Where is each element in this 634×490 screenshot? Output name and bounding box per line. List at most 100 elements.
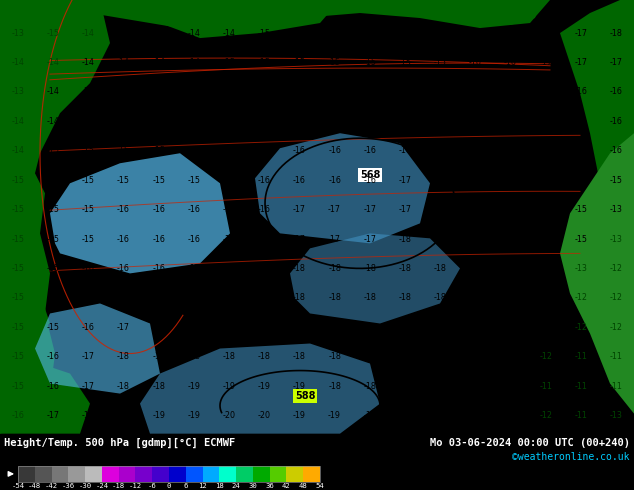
Text: -13: -13	[609, 235, 623, 244]
Text: -14: -14	[152, 28, 165, 38]
Text: -15: -15	[223, 87, 236, 97]
Text: -15: -15	[223, 146, 236, 155]
Text: -16: -16	[328, 146, 341, 155]
Text: 24: 24	[232, 484, 240, 490]
Text: -18: -18	[117, 382, 130, 391]
Text: -15: -15	[11, 176, 25, 185]
Text: -18: -18	[399, 411, 411, 420]
Text: -17: -17	[258, 235, 271, 244]
Bar	[186, 466, 202, 482]
Text: -17: -17	[152, 294, 165, 302]
Text: -18: -18	[469, 264, 482, 273]
Text: -14: -14	[47, 87, 60, 97]
Text: -18: -18	[434, 323, 446, 332]
Text: -16: -16	[574, 87, 587, 97]
Text: -17: -17	[469, 294, 482, 302]
Text: -15: -15	[82, 235, 95, 244]
Text: -19: -19	[293, 382, 306, 391]
Text: -16: -16	[539, 235, 552, 244]
Text: -15: -15	[152, 176, 165, 185]
Text: -16: -16	[293, 176, 306, 185]
Text: -14: -14	[82, 87, 95, 97]
Text: -13: -13	[469, 411, 482, 420]
Text: -54: -54	[11, 484, 25, 490]
Text: -17: -17	[328, 235, 341, 244]
Text: -16: -16	[539, 176, 552, 185]
Text: -16: -16	[399, 117, 411, 126]
Text: -16: -16	[539, 117, 552, 126]
Text: -15: -15	[11, 294, 25, 302]
Text: -17: -17	[293, 205, 306, 214]
Polygon shape	[560, 0, 634, 314]
Text: -12: -12	[609, 264, 623, 273]
Text: -16: -16	[223, 235, 235, 244]
Text: -16: -16	[258, 176, 271, 185]
Text: -12: -12	[609, 294, 623, 302]
Text: -15: -15	[47, 146, 60, 155]
Text: -18: -18	[117, 352, 130, 361]
Text: -12: -12	[504, 352, 517, 361]
Text: -19: -19	[188, 382, 200, 391]
Text: -15: -15	[117, 87, 130, 97]
Text: 588: 588	[295, 391, 315, 401]
Text: -15: -15	[434, 382, 446, 391]
Text: -16: -16	[363, 146, 376, 155]
Text: -15: -15	[117, 176, 130, 185]
Text: -16: -16	[188, 235, 200, 244]
Text: -15: -15	[223, 58, 236, 67]
Text: -19: -19	[398, 323, 411, 332]
Text: -15: -15	[398, 28, 411, 38]
Text: -14: -14	[11, 117, 25, 126]
Text: -15: -15	[539, 264, 552, 273]
Text: -14: -14	[539, 294, 552, 302]
Text: -18: -18	[223, 294, 235, 302]
Text: -17: -17	[504, 176, 517, 185]
Text: -16: -16	[609, 87, 623, 97]
Text: -17: -17	[574, 28, 587, 38]
Text: -13: -13	[11, 87, 25, 97]
Text: -17: -17	[363, 205, 376, 214]
Text: -14: -14	[11, 58, 25, 67]
Text: -17: -17	[47, 411, 60, 420]
Text: -12: -12	[539, 411, 552, 420]
Text: -18: -18	[504, 235, 517, 244]
Text: -17: -17	[504, 117, 517, 126]
Text: -15: -15	[11, 382, 25, 391]
Text: -15: -15	[11, 323, 25, 332]
Text: -16: -16	[539, 146, 552, 155]
Bar	[269, 466, 287, 482]
Text: -16: -16	[399, 146, 411, 155]
Text: -14: -14	[47, 58, 60, 67]
Text: -15: -15	[434, 352, 446, 361]
Polygon shape	[0, 364, 90, 434]
Text: -14: -14	[11, 146, 25, 155]
Text: -18: -18	[258, 264, 271, 273]
Text: -11: -11	[609, 382, 623, 391]
Text: -16: -16	[434, 87, 446, 97]
Text: -15: -15	[188, 117, 200, 126]
Text: -16: -16	[504, 323, 517, 332]
Text: -15: -15	[82, 117, 95, 126]
Text: -18: -18	[328, 294, 341, 302]
Text: -15: -15	[328, 58, 341, 67]
Bar	[303, 466, 320, 482]
Text: -16: -16	[152, 205, 165, 214]
Text: -16: -16	[434, 117, 446, 126]
Text: -15: -15	[188, 176, 200, 185]
Bar	[136, 466, 152, 482]
Text: -12: -12	[609, 323, 623, 332]
Bar	[152, 466, 169, 482]
Text: -15: -15	[47, 323, 60, 332]
Bar	[35, 466, 51, 482]
Text: -18: -18	[188, 323, 200, 332]
Text: -18: -18	[328, 264, 341, 273]
Text: -16: -16	[574, 117, 587, 126]
Text: -18: -18	[293, 294, 306, 302]
Text: -17: -17	[82, 352, 95, 361]
Text: -15: -15	[328, 87, 341, 97]
Text: 48: 48	[299, 484, 307, 490]
Text: -15: -15	[609, 176, 623, 185]
Bar	[219, 466, 236, 482]
Text: -16: -16	[152, 235, 165, 244]
Text: -16: -16	[539, 87, 552, 97]
